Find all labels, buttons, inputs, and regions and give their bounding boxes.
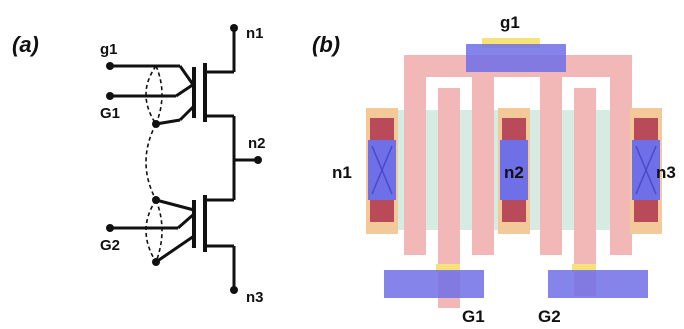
poly-inner-right (540, 55, 562, 255)
dashed-arc-bottom (145, 199, 157, 263)
G1-metal-pad (384, 270, 484, 298)
dashed-arc-g1 (155, 65, 163, 125)
terminal-G2-dot (106, 224, 114, 232)
terminal-n2-dot (254, 156, 262, 164)
n1-contact-x2 (371, 145, 393, 195)
poly-left-leg (404, 55, 426, 255)
terminal-g1-dot (106, 62, 114, 70)
layout-label-n2: n2 (504, 163, 524, 182)
G2-pad-yellow (572, 264, 596, 272)
layout-panel: (b) g1 n1 n2 n3 (312, 13, 676, 326)
wire-G2-diag (177, 212, 195, 230)
wire-bottom-lower (155, 234, 195, 264)
schematic-panel: (a) (12, 24, 266, 306)
wire-bottom-upper (155, 198, 195, 212)
layout-label-n3: n3 (656, 163, 676, 182)
label-g1: g1 (100, 41, 118, 58)
poly-inner-left (472, 55, 494, 255)
panel-label-b: (b) (312, 32, 340, 57)
wire-top-back2 (155, 118, 181, 126)
label-G1: G1 (100, 105, 120, 122)
wire-g1-diag (178, 65, 196, 87)
G2-metal-pad (548, 270, 648, 298)
dashed-arc-middle (145, 123, 157, 201)
panel-label-a: (a) (12, 32, 39, 57)
label-n2: n2 (248, 135, 266, 152)
g1-pad-yellow (482, 38, 540, 48)
n3-contact-x2 (635, 145, 657, 195)
G1-pad-yellow (436, 264, 460, 272)
layout-label-G1: G1 (462, 307, 485, 326)
poly-G1-finger-a (438, 88, 460, 308)
terminal-n3-dot (230, 286, 238, 294)
wire-G1-diag (175, 82, 195, 98)
label-n1: n1 (246, 25, 264, 42)
g1-metal-pad (466, 44, 566, 72)
poly-G2-finger-a (574, 88, 596, 296)
poly-right-leg (610, 55, 632, 255)
dashed-arc-top (145, 65, 157, 125)
label-n3: n3 (246, 289, 264, 306)
terminal-G1-dot (106, 92, 114, 100)
dashed-arc-g2 (155, 199, 163, 263)
n2-metal (500, 140, 528, 200)
layout-label-g1: g1 (500, 13, 520, 32)
wire-top-back (178, 104, 196, 122)
layout-label-G2: G2 (538, 307, 561, 326)
layout-label-n1: n1 (332, 163, 352, 182)
label-G2: G2 (100, 237, 120, 254)
